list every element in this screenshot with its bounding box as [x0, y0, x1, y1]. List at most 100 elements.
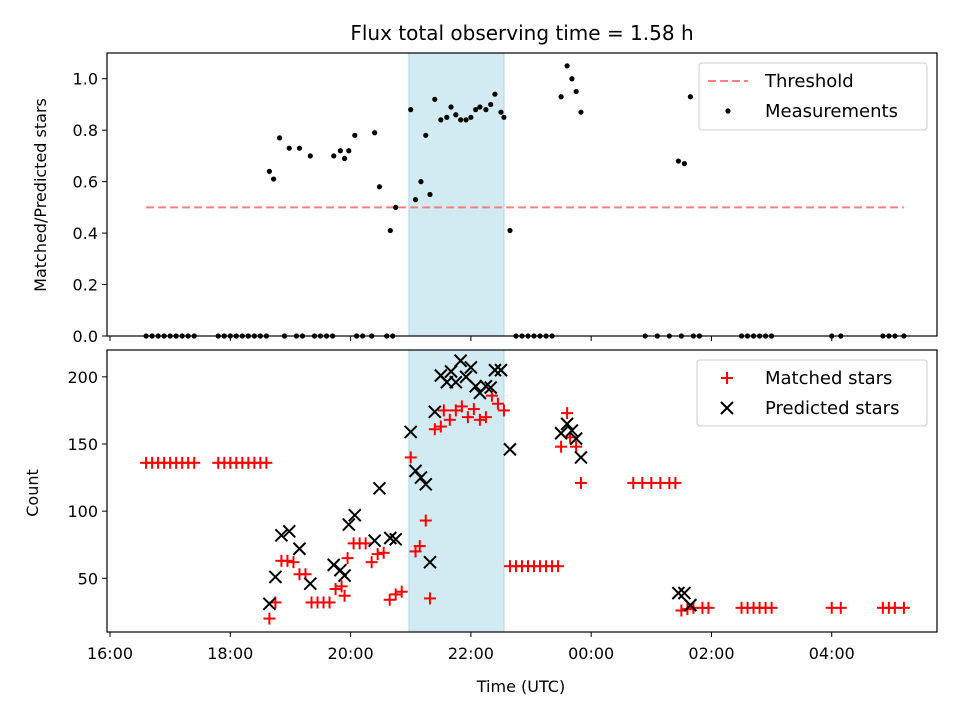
predicted-star-point	[554, 426, 568, 440]
matched-star-point	[389, 588, 402, 601]
top-ytick-tick-label: 0.0	[73, 327, 98, 346]
top-ytick-tick-label: 0.6	[73, 173, 98, 192]
measurement-point	[501, 114, 507, 120]
measurement-point	[341, 155, 348, 162]
measurement-point	[427, 191, 433, 198]
measurement-point	[458, 117, 464, 123]
matched-star-point	[359, 537, 372, 550]
measurement-point	[453, 112, 459, 118]
measurement-point	[473, 107, 479, 113]
matched-star-point	[555, 440, 568, 453]
predicted-star-point	[372, 481, 387, 496]
measurement-point	[432, 96, 438, 102]
measurement-point	[331, 153, 337, 159]
predicted-star-point	[404, 425, 418, 439]
predicted-star-point	[488, 363, 502, 377]
matched-star-point	[383, 593, 396, 606]
bottom-xtick-label: 04:00	[809, 644, 855, 663]
predicted-star-point	[292, 542, 307, 556]
predicted-star-point	[464, 360, 478, 375]
predicted-star-point	[444, 364, 458, 379]
predicted-star-point	[565, 423, 579, 438]
measurement-point	[498, 109, 504, 115]
measurement-point	[412, 197, 419, 203]
predicted-star-point	[282, 524, 296, 538]
measurement-point	[423, 132, 429, 138]
measurement-point	[444, 114, 450, 120]
measurement-point	[438, 117, 444, 123]
predicted-star-point	[274, 528, 289, 543]
matched-star-point	[371, 548, 384, 561]
measurement-point	[483, 107, 489, 113]
matched-star-point	[395, 585, 408, 598]
measurement-point	[296, 145, 303, 151]
matched-star-point	[443, 413, 456, 426]
measurement-point	[681, 161, 687, 167]
measurement-point	[393, 204, 399, 210]
measurement-point	[337, 148, 343, 154]
bottom-ytick-tick-label: 150	[67, 435, 98, 454]
legend-matched-label: Matched stars	[765, 368, 892, 389]
measurement-point	[564, 63, 570, 69]
matched-star-point	[335, 580, 348, 593]
matched-star-point	[263, 612, 276, 625]
legend-predicted-swatch	[720, 401, 734, 415]
top-ylabel: Matched/Predicted stars	[31, 98, 50, 292]
matched-star-point	[449, 404, 462, 417]
predicted-star-point	[414, 470, 428, 485]
top-legend: Threshold Measurements	[698, 62, 928, 131]
bottom-xtick-label: 02:00	[688, 644, 734, 663]
matched-star-point	[329, 583, 342, 596]
predicted-star-point	[449, 375, 463, 389]
bottom-ylabel: Count	[23, 469, 42, 517]
matched-star-point	[260, 456, 273, 469]
bottom-legend: Matched stars Predicted stars	[696, 359, 928, 427]
measurement-point	[286, 145, 292, 151]
predicted-star-point	[574, 450, 588, 465]
measurement-point	[569, 76, 575, 82]
predicted-star-point	[262, 597, 277, 611]
legend-matched-swatch	[721, 372, 733, 384]
matched-star-point	[491, 397, 504, 410]
predicted-star-point	[423, 555, 437, 569]
measurement-point	[687, 94, 694, 100]
predicted-star-point	[479, 379, 493, 393]
matched-star-point	[365, 556, 378, 569]
measurement-point	[387, 227, 393, 234]
predicted-star-point	[569, 431, 583, 446]
matched-star-point	[287, 556, 300, 569]
bottom-ytick-tick-label: 50	[78, 569, 98, 588]
legend-predicted-label: Predicted stars	[765, 398, 899, 419]
measurement-point	[266, 168, 272, 174]
matched-star-point	[897, 601, 910, 614]
top-ytick-tick-label: 0.4	[73, 224, 98, 243]
matched-star-point	[434, 420, 447, 433]
matched-star-point	[413, 540, 426, 553]
predicted-star-point	[428, 405, 442, 419]
bottom-xtick-label: 22:00	[448, 644, 494, 663]
measurement-point	[408, 107, 414, 113]
bottom-panel: 50 100 150 200 16:00 18:00 20:00 22:00 00:00 02:…	[23, 349, 938, 696]
bottom-xtick-label: 20:00	[328, 644, 374, 663]
predicted-star-point	[348, 508, 362, 522]
matched-star-point	[497, 404, 510, 417]
legend-measurements-swatch	[725, 108, 731, 114]
matched-star-point	[461, 411, 474, 424]
matched-star-point	[669, 476, 682, 489]
predicted-star-point	[468, 379, 483, 393]
matched-star-point	[419, 514, 432, 527]
matched-star-point	[552, 560, 565, 573]
predicted-star-point	[560, 417, 574, 431]
matched-star-point	[281, 554, 294, 567]
observing-window-band	[408, 52, 505, 337]
matched-star-point	[570, 440, 583, 453]
chart-title: Flux total observing time = 1.58 h	[350, 21, 693, 45]
matched-star-point	[765, 601, 778, 614]
predicted-star-point	[388, 532, 403, 547]
matched-star-point	[479, 411, 492, 424]
observing-window-band	[408, 349, 505, 633]
matched-star-point	[473, 413, 486, 426]
measurement-point	[492, 91, 498, 97]
predicted-star-point	[342, 517, 356, 532]
top-panel: 0.0 0.2 0.4 0.6 0.8 1.0 Matched/Predicted sta…	[31, 52, 938, 346]
